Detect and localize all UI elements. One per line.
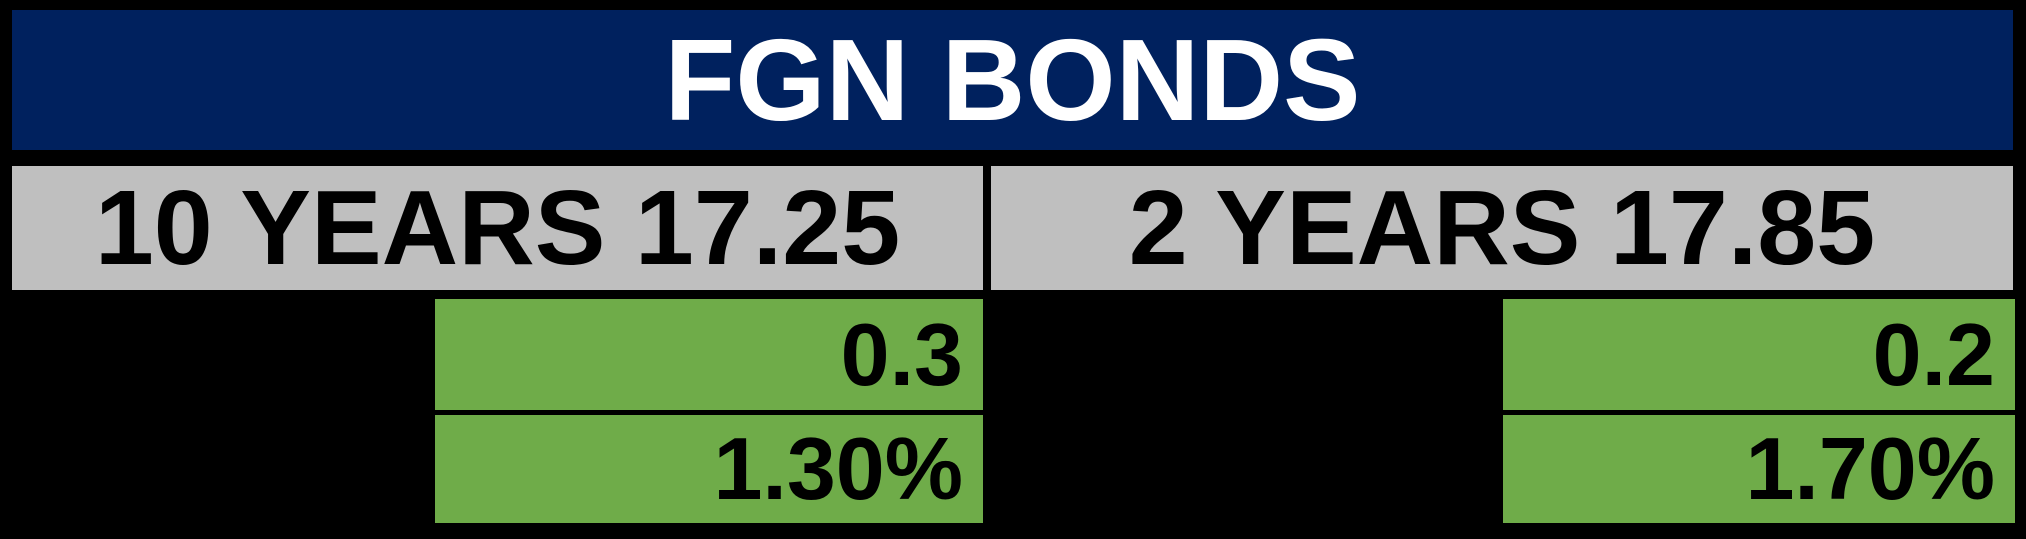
table-title: FGN BONDS	[12, 10, 2013, 150]
cell-10-years-change-percent: 1.30%	[435, 415, 983, 523]
cell-2-years-change: 0.2	[1503, 299, 2015, 410]
cell-2-years-change-percent: 1.70%	[1503, 415, 2015, 523]
cell-10-years-change: 0.3	[435, 299, 983, 410]
column-header-2-years: 2 YEARS 17.85	[991, 166, 2013, 290]
column-header-10-years: 10 YEARS 17.25	[12, 166, 983, 290]
